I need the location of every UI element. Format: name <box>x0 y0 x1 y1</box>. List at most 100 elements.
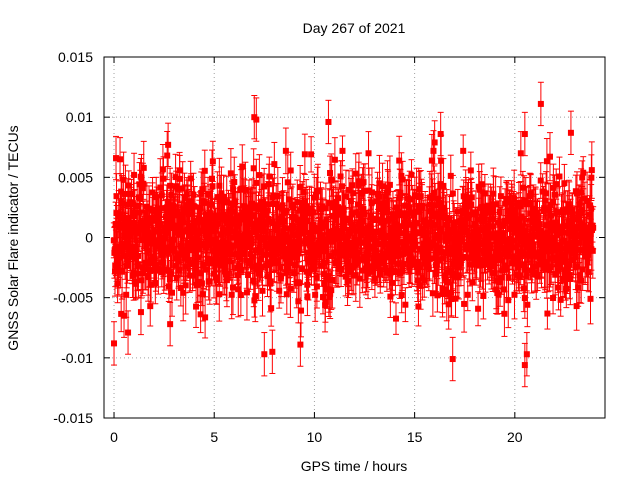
point-marker <box>172 262 179 269</box>
point-marker <box>375 241 382 248</box>
point-marker <box>288 239 295 246</box>
point-marker <box>184 203 191 210</box>
point-marker <box>198 228 205 235</box>
point-marker <box>301 151 308 158</box>
point-marker <box>253 179 260 186</box>
point-marker <box>373 198 380 205</box>
point-marker <box>371 275 378 282</box>
point-marker <box>188 239 195 246</box>
point-marker <box>208 256 215 263</box>
point-marker <box>210 270 217 277</box>
point-marker <box>255 270 262 277</box>
point-marker <box>198 189 205 196</box>
point-marker <box>205 191 212 198</box>
point-marker <box>332 198 339 205</box>
point-marker <box>160 175 167 182</box>
data-point <box>283 273 290 315</box>
point-marker <box>374 257 381 264</box>
point-marker <box>342 245 349 252</box>
data-point <box>331 137 338 183</box>
point-marker <box>211 259 218 266</box>
point-marker <box>298 307 305 314</box>
point-marker <box>267 235 274 242</box>
point-marker <box>166 276 173 283</box>
point-marker <box>252 293 259 300</box>
point-marker <box>282 238 289 245</box>
point-marker <box>164 201 171 208</box>
point-marker <box>179 185 186 192</box>
point-marker <box>137 309 144 316</box>
point-marker <box>289 203 296 210</box>
point-marker <box>146 205 153 212</box>
point-marker <box>159 166 166 173</box>
point-marker <box>220 262 227 269</box>
point-marker <box>147 303 154 310</box>
point-marker <box>168 270 175 277</box>
point-marker <box>359 267 366 274</box>
point-marker <box>379 227 386 234</box>
point-marker <box>209 183 216 190</box>
point-marker <box>182 282 189 289</box>
point-marker <box>201 167 208 174</box>
point-marker <box>120 215 127 222</box>
point-marker <box>208 201 215 208</box>
point-marker <box>180 219 187 226</box>
point-marker <box>228 228 235 235</box>
point-marker <box>135 230 142 237</box>
point-marker <box>232 232 239 239</box>
point-marker <box>130 270 137 277</box>
point-marker <box>303 203 310 210</box>
point-marker <box>128 190 135 197</box>
point-marker <box>272 250 279 257</box>
point-marker <box>189 272 196 279</box>
point-marker <box>356 275 363 282</box>
point-marker <box>165 283 172 290</box>
point-marker <box>381 204 388 211</box>
point-marker <box>348 210 355 217</box>
point-marker <box>292 262 299 269</box>
point-marker <box>180 247 187 254</box>
point-marker <box>173 228 180 235</box>
point-marker <box>369 244 376 251</box>
point-marker <box>333 225 340 232</box>
point-marker <box>310 209 317 216</box>
point-marker <box>311 258 318 265</box>
point-marker <box>203 266 210 273</box>
point-marker <box>389 258 396 265</box>
point-marker <box>138 277 145 284</box>
point-marker <box>266 173 273 180</box>
point-marker <box>202 314 209 321</box>
point-marker <box>290 246 297 253</box>
point-marker <box>135 270 142 277</box>
point-marker <box>275 235 282 242</box>
point-marker <box>118 188 125 195</box>
point-marker <box>304 293 311 300</box>
point-marker <box>327 228 334 235</box>
point-marker <box>342 193 349 200</box>
point-marker <box>283 291 290 298</box>
data-point <box>202 296 209 339</box>
point-marker <box>278 273 285 280</box>
point-marker <box>186 247 193 254</box>
point-marker <box>216 212 223 219</box>
point-marker <box>284 179 291 186</box>
point-marker <box>378 200 385 207</box>
data-point <box>193 285 200 328</box>
point-marker <box>250 165 257 172</box>
point-marker <box>231 199 238 206</box>
point-marker <box>286 234 293 241</box>
point-marker <box>140 221 147 228</box>
point-marker <box>123 291 130 298</box>
point-marker <box>221 214 228 221</box>
point-marker <box>352 272 359 279</box>
point-marker <box>370 215 377 222</box>
point-marker <box>383 199 390 206</box>
point-marker <box>297 184 304 191</box>
data-point <box>268 289 275 327</box>
point-marker <box>388 267 395 274</box>
point-marker <box>163 229 170 236</box>
point-marker <box>158 239 165 246</box>
point-marker <box>156 229 163 236</box>
data-point <box>298 283 305 338</box>
